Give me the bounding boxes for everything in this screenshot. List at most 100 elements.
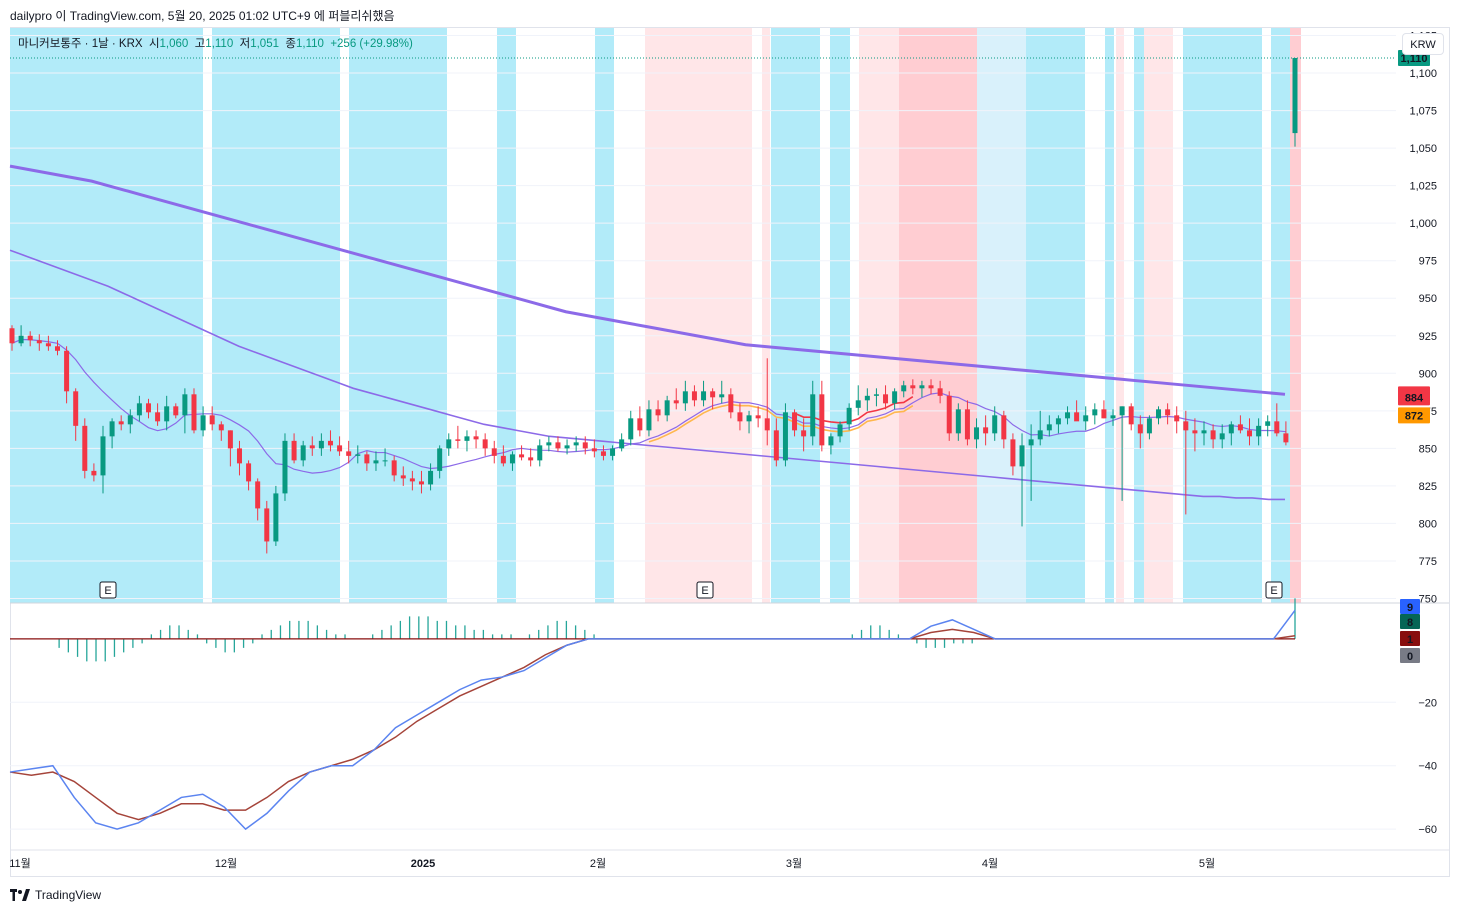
candle-52 <box>482 439 488 449</box>
y-tick-label: 1,000 <box>1409 218 1437 230</box>
candle-18 <box>173 406 179 416</box>
candle-16 <box>155 412 161 422</box>
candle-62 <box>573 442 579 446</box>
y-tick-label: 800 <box>1419 518 1437 530</box>
candle-15 <box>145 403 151 413</box>
candle-31 <box>291 440 297 461</box>
candle-107 <box>983 427 989 434</box>
y-tick-label: 1,025 <box>1409 181 1437 193</box>
candle-24 <box>227 430 233 449</box>
ma-long-line <box>9 164 1286 396</box>
candle-34 <box>318 440 324 449</box>
earnings-marker-2 <box>1265 581 1283 599</box>
candle-106 <box>974 427 980 440</box>
close-value: 1,110 <box>295 38 324 50</box>
candle-35 <box>327 440 333 446</box>
publish-header: dailypro 이 TradingView.com, 5월 20, 2025 … <box>10 7 395 24</box>
candle-64 <box>591 448 597 452</box>
candle-126 <box>1156 409 1162 419</box>
candle-56 <box>519 454 525 458</box>
symbol-legend: 마니커보통주 · 1날 · KRX 시1,060 고1,110 저1,051 종… <box>18 35 413 51</box>
signal-band-8 <box>830 28 850 603</box>
open-value: 1,060 <box>159 38 189 50</box>
candle-130 <box>1192 430 1198 434</box>
tradingview-logo-icon <box>10 889 30 901</box>
candle-65 <box>600 451 606 456</box>
candle-89 <box>819 394 825 446</box>
signal-band-16 <box>1144 28 1173 603</box>
footer-brand[interactable]: TradingView <box>10 888 101 902</box>
candle-54 <box>500 455 506 464</box>
candle-110 <box>1010 439 1016 467</box>
candle-82 <box>755 415 761 419</box>
x-tick-label: 2025 <box>411 858 435 870</box>
osc-badge-label: 1 <box>1407 634 1413 646</box>
candle-94 <box>864 395 870 401</box>
candle-131 <box>1201 430 1207 434</box>
chart-canvas[interactable]: EEE7507758008258508759009259509751,0001,… <box>0 0 1460 880</box>
signal-band-2 <box>349 28 447 603</box>
candle-50 <box>464 436 470 441</box>
candle-137 <box>1256 425 1262 437</box>
candle-74 <box>682 391 688 404</box>
candle-27 <box>255 481 261 509</box>
publisher-name[interactable]: dailypro <box>10 9 53 23</box>
candle-8 <box>82 425 88 471</box>
candle-128 <box>1174 415 1180 422</box>
candle-36 <box>337 445 343 452</box>
osc-badge-label: 8 <box>1407 617 1413 629</box>
candle-139 <box>1274 421 1280 434</box>
candle-66 <box>610 448 616 456</box>
candle-112 <box>1028 439 1034 446</box>
candle-81 <box>746 415 752 422</box>
candle-22 <box>209 415 215 425</box>
candle-11 <box>109 421 115 437</box>
signal-band-6 <box>762 28 770 603</box>
candle-47 <box>437 448 443 471</box>
candle-115 <box>1055 418 1061 425</box>
signal-band-0 <box>10 28 203 603</box>
candle-20 <box>191 394 197 431</box>
candle-78 <box>719 394 725 398</box>
price-badge-label: 1,110 <box>1401 53 1428 65</box>
candle-76 <box>701 391 707 401</box>
osc-fast-line <box>9 609 1296 831</box>
candle-141 <box>1292 58 1298 134</box>
candle-109 <box>1001 415 1007 440</box>
osc-badge-label: 9 <box>1407 602 1413 614</box>
candle-45 <box>418 481 424 485</box>
y-tick-label: 775 <box>1419 556 1437 568</box>
low-label: 저 <box>239 38 251 50</box>
price-badge-2 <box>1398 389 1430 406</box>
x-tick-label: 3월 <box>786 857 802 870</box>
candle-32 <box>300 445 306 461</box>
y-tick-label: 1,050 <box>1409 143 1437 155</box>
candle-90 <box>828 436 834 446</box>
candle-95 <box>873 394 879 396</box>
osc-y-tick-label: −60 <box>1418 824 1437 836</box>
osc-y-tick-label: −20 <box>1418 697 1437 709</box>
symbol-name[interactable]: 마니커보통주 · 1날 · KRX <box>18 38 143 50</box>
candle-133 <box>1219 433 1225 440</box>
earnings-marker-1 <box>696 581 714 599</box>
candle-12 <box>118 421 124 425</box>
candle-99 <box>910 385 916 389</box>
high-value: 1,110 <box>205 38 234 50</box>
currency-button[interactable]: KRW <box>1402 33 1444 55</box>
candle-26 <box>246 463 252 482</box>
osc-badge-1 <box>1400 614 1420 629</box>
osc-slow-line <box>9 628 1296 821</box>
candle-98 <box>901 385 907 392</box>
candle-88 <box>810 394 816 437</box>
osc-badge-3 <box>1400 648 1420 663</box>
signal-band-4 <box>595 28 614 603</box>
candle-58 <box>537 445 543 461</box>
candle-121 <box>1110 415 1116 419</box>
candle-118 <box>1083 415 1089 422</box>
candle-40 <box>373 460 379 464</box>
candle-87 <box>801 430 807 437</box>
signal-band-3 <box>497 28 516 603</box>
candle-116 <box>1065 412 1071 419</box>
signal-band-11 <box>977 28 1026 603</box>
candle-57 <box>528 457 534 461</box>
